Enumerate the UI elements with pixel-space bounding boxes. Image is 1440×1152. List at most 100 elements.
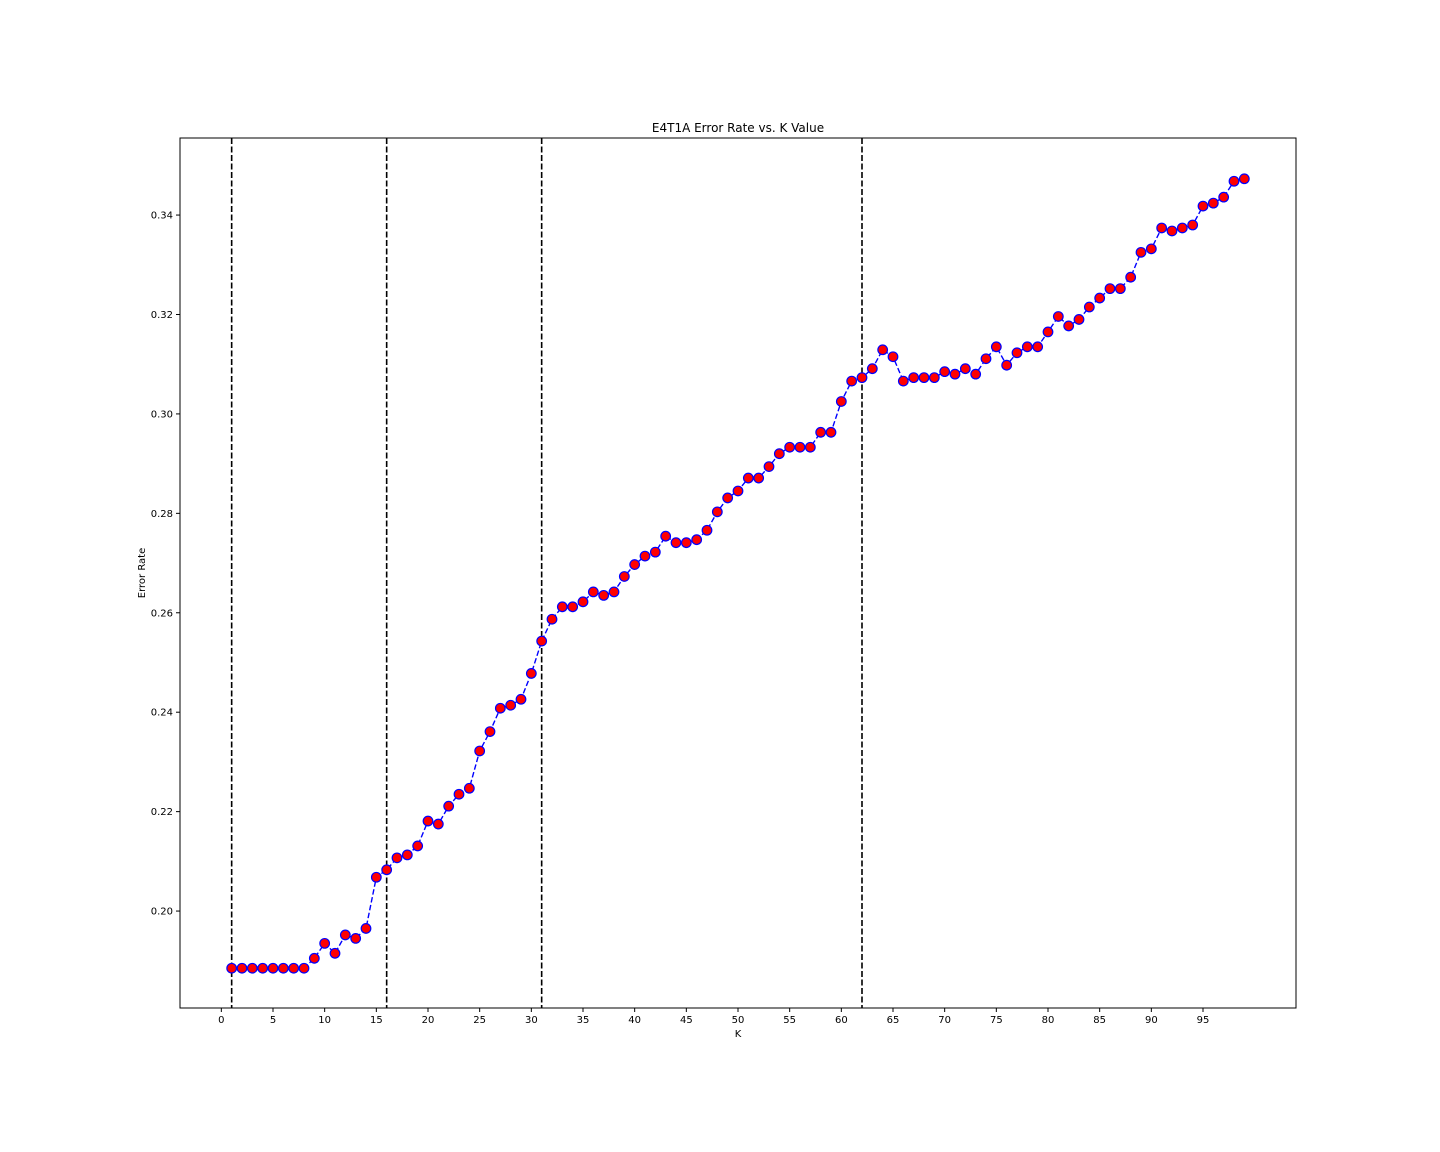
data-point [525,668,537,679]
data-point [236,962,248,974]
data-point [804,441,816,453]
data-point [298,962,310,974]
x-tick-label: 50 [732,1015,745,1026]
x-tick-label: 95 [1197,1015,1210,1026]
data-point [1166,225,1178,237]
data-point [691,534,703,546]
x-tick-label: 45 [680,1015,693,1026]
data-point [680,537,692,549]
data-point [877,344,889,356]
data-point [897,375,909,387]
data-point [949,368,961,380]
data-point [711,506,723,518]
data-point [577,596,589,608]
data-point [1187,219,1199,231]
data-point [990,341,1002,353]
y-axis-ticks: 0.20 0.22 0.24 0.26 0.28 0.30 0.32 0.34 [151,211,180,918]
data-point [1125,271,1137,283]
x-tick-label: 75 [990,1015,1003,1026]
data-point [825,426,837,438]
data-point [546,613,558,625]
chart-title: E4T1A Error Rate vs. K Value [652,121,824,135]
x-tick-label: 20 [422,1015,435,1026]
data-point [556,601,568,613]
data-point [939,366,951,378]
data-point [360,923,372,934]
x-tick-label: 0 [218,1015,224,1026]
data-point [959,363,971,375]
data-point [908,372,920,384]
data-point [980,353,992,365]
y-tick-label: 0.20 [151,907,173,918]
data-point [1011,347,1023,359]
data-point [1104,283,1116,295]
data-point [866,363,878,375]
data-point [391,852,403,864]
data-point [246,962,258,974]
data-point [1001,359,1013,371]
data-point [1156,222,1168,234]
x-axis-title: K [735,1029,742,1040]
data-point [970,368,982,380]
x-tick-label: 55 [783,1015,796,1026]
data-point [1114,283,1126,295]
data-point [381,864,393,876]
data-point [443,800,455,812]
y-tick-label: 0.30 [151,409,173,420]
data-point [753,472,765,484]
data-point [670,537,682,549]
x-axis-ticks: 0 5 10 15 20 25 30 35 40 45 50 55 60 65 70 75 80 85 90 95 [218,1008,1209,1026]
data-point [515,693,527,705]
data-point [1094,292,1106,304]
data-point [1042,326,1054,338]
data-point [1176,222,1188,234]
data-point [794,441,806,453]
plot-frame [179,137,1297,1009]
data-point [567,601,579,613]
data-point [928,372,940,384]
data-point [1135,246,1147,258]
y-tick-label: 0.22 [151,807,173,818]
x-tick-label: 70 [938,1015,951,1026]
vertical-reference-lines [230,138,863,1008]
data-point [401,849,413,861]
data-point [722,492,734,504]
data-point [732,485,744,497]
x-tick-label: 85 [1093,1015,1106,1026]
error-rate-series [226,173,1250,974]
data-point [887,351,899,363]
y-tick-label: 0.32 [151,310,173,321]
data-point [1207,197,1219,209]
x-tick-label: 65 [887,1015,900,1026]
data-point [463,782,475,794]
x-tick-label: 80 [1042,1015,1055,1026]
data-point [629,559,641,570]
data-point [1197,200,1209,212]
x-tick-label: 40 [628,1015,641,1026]
data-point [484,726,496,737]
data-point [608,586,620,598]
data-point [422,815,434,827]
data-point [257,962,269,974]
data-point [370,871,382,883]
data-point [598,589,610,601]
data-point [1238,173,1250,185]
data-point [329,947,341,959]
x-tick-label: 5 [270,1015,276,1026]
data-point [432,818,444,830]
data-point [856,372,868,384]
data-point [536,635,548,647]
data-point [1083,301,1095,313]
data-point [773,448,785,460]
data-point [763,461,775,473]
data-point [660,530,672,542]
data-point [846,375,858,387]
data-point [226,962,238,974]
y-tick-label: 0.26 [151,608,173,619]
data-point [288,962,300,974]
data-point [1063,320,1075,332]
data-point [453,788,465,800]
data-point [1032,341,1044,353]
data-point [494,702,506,714]
